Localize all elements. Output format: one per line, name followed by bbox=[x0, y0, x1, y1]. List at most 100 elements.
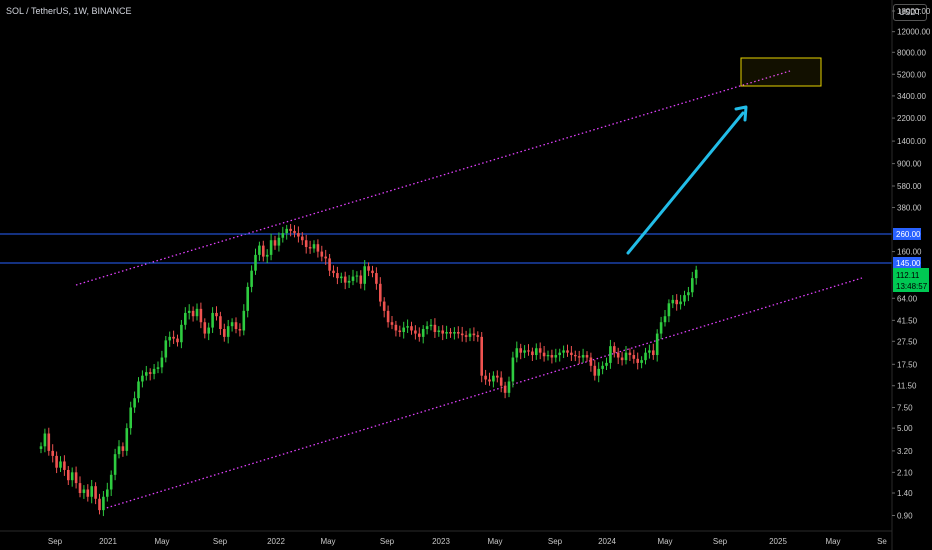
candle-body bbox=[324, 256, 327, 259]
candle-body bbox=[262, 245, 265, 257]
candle-body bbox=[652, 350, 655, 356]
candle-body bbox=[351, 276, 355, 281]
candle-body bbox=[644, 352, 647, 361]
y-tick-label: 2200.00 bbox=[897, 114, 926, 123]
candle-body bbox=[133, 398, 136, 408]
candle-body bbox=[70, 472, 74, 481]
candle-body bbox=[694, 269, 698, 279]
candle-body bbox=[316, 244, 320, 252]
candle-body bbox=[246, 286, 249, 311]
candle-body bbox=[492, 375, 495, 382]
candle-body bbox=[285, 228, 288, 234]
projection-arrow bbox=[626, 111, 745, 255]
candle-body bbox=[347, 280, 351, 283]
candle-body bbox=[421, 329, 425, 337]
x-tick-label: 2025 bbox=[769, 537, 787, 546]
candle-body bbox=[184, 312, 187, 325]
candle-body bbox=[129, 407, 132, 429]
y-tick-label: 5.00 bbox=[897, 424, 913, 433]
y-tick-label: 1400.00 bbox=[897, 137, 926, 146]
candle-body bbox=[355, 275, 359, 277]
candle-body bbox=[507, 381, 511, 393]
y-tick-label: 11.50 bbox=[897, 382, 917, 391]
y-axis: 18000.00 12000.00 8000.00 5200.00 3400.00 220… bbox=[891, 0, 931, 550]
candle-body bbox=[82, 489, 86, 493]
horizontal-levels bbox=[0, 233, 892, 264]
candle-body bbox=[527, 350, 530, 352]
y-tick-label: 1.40 bbox=[897, 489, 913, 498]
candle-body bbox=[687, 292, 690, 296]
candle-body bbox=[215, 312, 218, 317]
candle-body bbox=[648, 350, 651, 353]
candle-body bbox=[289, 228, 292, 231]
candle-body bbox=[585, 355, 589, 358]
arrow-head bbox=[734, 105, 748, 122]
candle-body bbox=[550, 355, 554, 358]
candle-body bbox=[156, 367, 160, 369]
candle-body bbox=[609, 346, 612, 363]
candle-body bbox=[671, 299, 675, 304]
candle-body bbox=[195, 308, 199, 317]
candle-body bbox=[160, 357, 164, 368]
candle-body bbox=[460, 333, 464, 336]
candle-body bbox=[632, 355, 636, 359]
candle-body bbox=[363, 266, 366, 284]
candle-body bbox=[219, 316, 222, 330]
candle-body bbox=[117, 446, 121, 455]
y-tick-label: 27.50 bbox=[897, 337, 918, 346]
candle-body bbox=[281, 233, 285, 238]
annotations bbox=[626, 57, 822, 255]
candle-body bbox=[449, 332, 452, 334]
candle-body bbox=[187, 310, 191, 313]
candle-body bbox=[640, 360, 643, 363]
y-tick-label: 17.50 bbox=[897, 360, 918, 369]
y-tick-label: 900.00 bbox=[897, 160, 922, 169]
candle-body bbox=[203, 322, 207, 334]
candle-body bbox=[125, 428, 129, 451]
candle-body bbox=[74, 472, 78, 484]
candle-body bbox=[675, 299, 678, 305]
candle-body bbox=[273, 240, 277, 246]
currency-selector[interactable]: USDT bbox=[893, 4, 927, 21]
candle-body bbox=[593, 365, 597, 376]
candle-body bbox=[148, 372, 152, 374]
candle-body bbox=[425, 326, 429, 330]
candle-body bbox=[531, 351, 534, 356]
candle-body bbox=[655, 333, 659, 356]
candle-body bbox=[375, 273, 378, 284]
candle-body bbox=[398, 330, 402, 333]
y-tick-label: 41.50 bbox=[897, 316, 918, 325]
candle-body bbox=[328, 258, 331, 271]
candle-body bbox=[145, 372, 148, 376]
candle-body bbox=[558, 352, 561, 356]
x-tick-label: May bbox=[825, 537, 840, 546]
candle-body bbox=[601, 365, 604, 369]
candle-body bbox=[538, 348, 542, 353]
candle-body bbox=[343, 276, 347, 283]
candle-body bbox=[308, 247, 312, 249]
candle-body bbox=[566, 350, 569, 353]
candle-body bbox=[180, 324, 183, 343]
x-tick-label: Sep bbox=[213, 537, 228, 546]
price-labels: 260.00 145.00 112.11 13:48:57 bbox=[893, 228, 929, 292]
candle-body bbox=[410, 326, 413, 331]
candle-body bbox=[624, 352, 628, 361]
candle-body bbox=[683, 295, 686, 302]
x-tick-label: Sep bbox=[380, 537, 395, 546]
target-box bbox=[740, 57, 822, 87]
candle-body bbox=[211, 312, 214, 328]
candle-body bbox=[297, 233, 300, 237]
candle-body bbox=[359, 275, 363, 284]
level-label-bg bbox=[893, 257, 921, 269]
x-tick-label: May bbox=[320, 537, 335, 546]
x-tick-label: May bbox=[154, 537, 169, 546]
candle-body bbox=[382, 301, 386, 311]
y-tick-label: 18000.00 bbox=[897, 7, 931, 16]
x-tick-label: Sep bbox=[713, 537, 728, 546]
candle-body bbox=[242, 310, 246, 331]
candle-body bbox=[371, 270, 374, 274]
current-price-label: 112.11 bbox=[896, 271, 920, 280]
candle-body bbox=[620, 357, 624, 361]
candle-body bbox=[628, 352, 632, 356]
